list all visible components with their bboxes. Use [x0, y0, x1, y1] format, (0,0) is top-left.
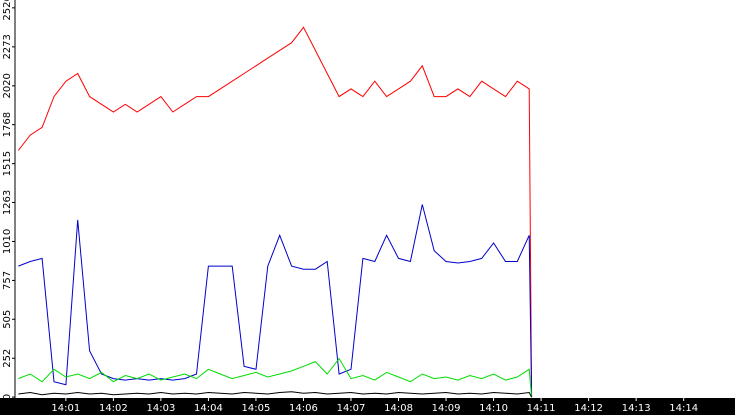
x-tick-label: 14:13 — [622, 403, 651, 414]
x-tick-label: 14:08 — [384, 403, 413, 414]
series-line — [18, 204, 533, 398]
y-tick-label: 2273 — [2, 34, 13, 59]
x-tick-label: 14:05 — [242, 403, 271, 414]
y-tick-label: 1010 — [2, 229, 13, 254]
x-tick-label: 14:03 — [146, 403, 175, 414]
x-tick-label: 14:02 — [99, 403, 128, 414]
series-line — [18, 391, 533, 398]
x-tick-label: 14:01 — [51, 403, 80, 414]
y-tick-label: 757 — [2, 271, 13, 290]
x-tick-label: 14:12 — [574, 403, 603, 414]
y-tick-label: 1515 — [2, 151, 13, 176]
y-tick-label: 505 — [2, 310, 13, 329]
x-tick-label: 14:09 — [432, 403, 461, 414]
y-tick-label: 1768 — [2, 112, 13, 137]
x-tick-label: 14:11 — [527, 403, 556, 414]
y-tick-label: 252 — [2, 349, 13, 368]
series-line — [17, 26, 533, 398]
y-tick-label: 0 — [2, 394, 13, 400]
y-tick-label: 2526 — [2, 0, 13, 21]
x-tick-label: 14:07 — [337, 403, 366, 414]
x-axis-bar — [0, 398, 735, 415]
x-tick-label: 14:10 — [479, 403, 508, 414]
series-line — [18, 357, 533, 398]
x-tick-label: 14:06 — [289, 403, 318, 414]
y-tick-label: 2020 — [2, 73, 13, 98]
y-tick-label: 1263 — [2, 190, 13, 215]
x-tick-label: 14:04 — [194, 403, 223, 414]
x-tick-label: 14:14 — [669, 403, 698, 414]
